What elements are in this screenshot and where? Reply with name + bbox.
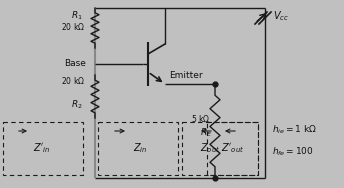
Text: 5 k$\Omega$: 5 k$\Omega$ [191,114,210,124]
Text: $R_E$: $R_E$ [200,127,212,139]
Text: $h_{ie} = 1\ \mathrm{k}\Omega$: $h_{ie} = 1\ \mathrm{k}\Omega$ [272,124,317,136]
Bar [207,122,258,175]
Bar [98,122,178,175]
Text: $Z_{in}$: $Z_{in}$ [133,141,147,155]
Text: $V_{cc}$: $V_{cc}$ [273,9,289,23]
Text: 20 k$\Omega$: 20 k$\Omega$ [61,74,85,86]
Bar [3,122,83,175]
Text: 20 k$\Omega$: 20 k$\Omega$ [61,21,85,33]
Text: $h_{fe} = 100$: $h_{fe} = 100$ [272,146,314,158]
Text: Base: Base [64,58,86,67]
Text: $Z'_{out}$: $Z'_{out}$ [221,141,245,155]
Text: $Z'_{in}$: $Z'_{in}$ [33,141,51,155]
Text: $Z_{out}$: $Z_{out}$ [200,141,220,155]
Text: $R_1$: $R_1$ [71,10,83,22]
Bar [182,122,258,175]
Text: $R_2$: $R_2$ [71,99,83,111]
Text: Emitter: Emitter [169,71,203,80]
